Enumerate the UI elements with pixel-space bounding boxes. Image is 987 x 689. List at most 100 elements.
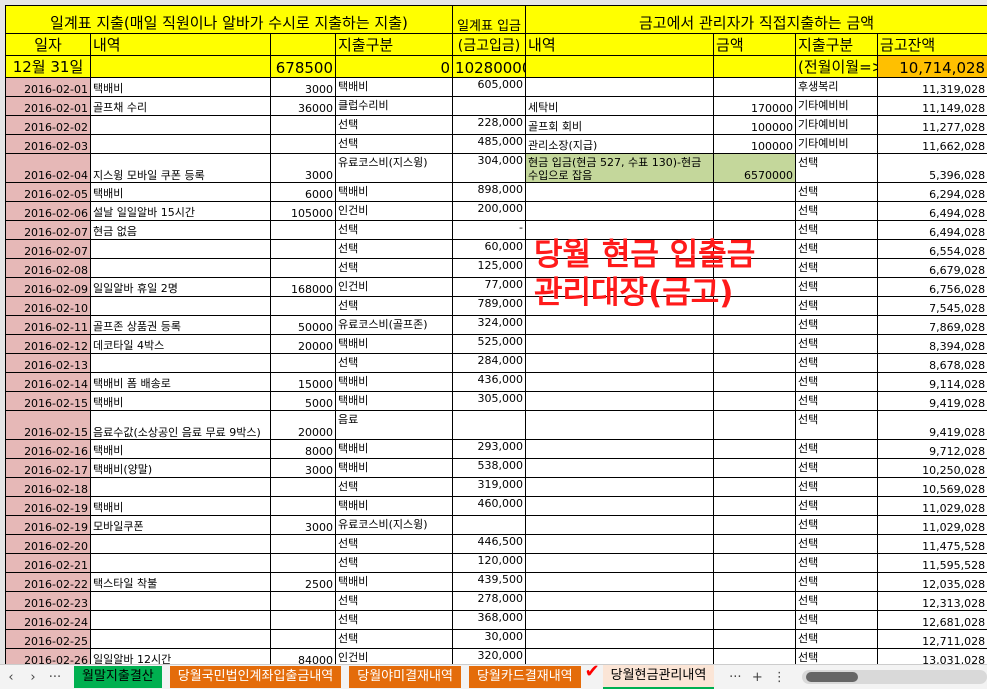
cell-category[interactable]: 클럽수리비 xyxy=(336,97,453,116)
cell-category[interactable]: 택배비 xyxy=(336,392,453,411)
col-amount[interactable] xyxy=(271,34,336,56)
cell-deposit[interactable]: 789,000 xyxy=(453,297,526,316)
summary-safe-amount[interactable] xyxy=(714,56,796,78)
cell-amount[interactable]: 3000 xyxy=(271,78,336,97)
cell-safe-category[interactable]: 선택 xyxy=(796,278,878,297)
cell-desc[interactable]: 지스윙 모바일 쿠폰 등록 xyxy=(91,154,271,183)
cell-balance[interactable]: 7,545,028 xyxy=(878,297,987,316)
cell-balance[interactable]: 12,035,028 xyxy=(878,573,987,592)
cell-safe-amount[interactable] xyxy=(714,459,796,478)
cell-amount[interactable]: 3000 xyxy=(271,459,336,478)
cell-balance[interactable]: 11,475,528 xyxy=(878,535,987,554)
cell-amount[interactable]: 15000 xyxy=(271,373,336,392)
cell-amount[interactable]: 168000 xyxy=(271,278,336,297)
cell-date[interactable]: 2016-02-09 xyxy=(6,278,91,297)
cell-deposit[interactable]: 77,000 xyxy=(453,278,526,297)
cell-desc[interactable] xyxy=(91,259,271,278)
cell-safe-category[interactable]: 기타예비비 xyxy=(796,135,878,154)
cell-date[interactable]: 2016-02-13 xyxy=(6,354,91,373)
col-balance[interactable]: 금고잔액 xyxy=(878,34,987,56)
cell-safe-category[interactable]: 선택 xyxy=(796,630,878,649)
cell-safe-amount[interactable] xyxy=(714,354,796,373)
cell-deposit[interactable]: 30,000 xyxy=(453,630,526,649)
cell-amount[interactable] xyxy=(271,240,336,259)
cell-safe-category[interactable]: 선택 xyxy=(796,497,878,516)
cell-category[interactable]: 선택 xyxy=(336,592,453,611)
cell-date[interactable]: 2016-02-15 xyxy=(6,411,91,440)
cell-desc[interactable]: 택배비 xyxy=(91,440,271,459)
cell-deposit[interactable]: 605,000 xyxy=(453,78,526,97)
sheet-tab-month-end[interactable]: 월말지출결산 xyxy=(74,666,162,688)
safe-expense-title[interactable]: 금고에서 관리자가 직접지출하는 금액 xyxy=(526,6,987,34)
cell-safe-category[interactable]: 선택 xyxy=(796,335,878,354)
cell-amount[interactable]: 105000 xyxy=(271,202,336,221)
cell-desc[interactable] xyxy=(91,135,271,154)
cell-safe-amount[interactable] xyxy=(714,183,796,202)
cell-category[interactable]: 선택 xyxy=(336,611,453,630)
cell-safe-category[interactable]: 선택 xyxy=(796,411,878,440)
more-sheets-left-button[interactable]: ··· xyxy=(44,670,66,685)
sheet-tab-cash-management[interactable]: ✔당월현금관리내역 xyxy=(603,665,715,689)
cell-category[interactable]: 택배비 xyxy=(336,78,453,97)
cell-desc[interactable]: 택배비 xyxy=(91,392,271,411)
cell-balance[interactable]: 11,662,028 xyxy=(878,135,987,154)
cell-safe-amount[interactable] xyxy=(714,516,796,535)
cell-category[interactable]: 선택 xyxy=(336,297,453,316)
col-safe-category[interactable]: 지출구분 xyxy=(796,34,878,56)
cell-safe-desc[interactable]: 관리소장(지급) xyxy=(526,135,714,154)
cell-balance[interactable]: 9,419,028 xyxy=(878,392,987,411)
cell-safe-category[interactable]: 선택 xyxy=(796,297,878,316)
cell-safe-category[interactable]: 선택 xyxy=(796,259,878,278)
cell-deposit[interactable]: 305,000 xyxy=(453,392,526,411)
cell-category[interactable]: 선택 xyxy=(336,554,453,573)
cell-deposit[interactable]: 439,500 xyxy=(453,573,526,592)
cell-safe-desc[interactable] xyxy=(526,440,714,459)
cell-amount[interactable] xyxy=(271,554,336,573)
cell-safe-category[interactable]: 선택 xyxy=(796,240,878,259)
cell-safe-amount[interactable] xyxy=(714,392,796,411)
cell-balance[interactable]: 6,294,028 xyxy=(878,183,987,202)
cell-category[interactable]: 음료 xyxy=(336,411,453,440)
cell-desc[interactable]: 데코타일 4박스 xyxy=(91,335,271,354)
cell-safe-desc[interactable]: 골프회 회비 xyxy=(526,116,714,135)
cell-safe-category[interactable]: 선택 xyxy=(796,592,878,611)
cell-safe-amount[interactable] xyxy=(714,573,796,592)
cell-safe-desc[interactable] xyxy=(526,183,714,202)
cell-date[interactable]: 2016-02-05 xyxy=(6,183,91,202)
cell-deposit[interactable]: 525,000 xyxy=(453,335,526,354)
cell-amount[interactable] xyxy=(271,221,336,240)
cell-date[interactable]: 2016-02-18 xyxy=(6,478,91,497)
cell-category[interactable]: 인건비 xyxy=(336,202,453,221)
cell-desc[interactable] xyxy=(91,630,271,649)
cell-balance[interactable]: 5,396,028 xyxy=(878,154,987,183)
cell-safe-category[interactable]: 선택 xyxy=(796,316,878,335)
cell-safe-amount[interactable] xyxy=(714,478,796,497)
cell-deposit[interactable]: 284,000 xyxy=(453,354,526,373)
cell-safe-desc[interactable]: 현금 입금(현금 527, 수표 130)-현금 수입으로 잡음 xyxy=(526,154,714,183)
cell-amount[interactable] xyxy=(271,478,336,497)
cell-deposit[interactable]: 324,000 xyxy=(453,316,526,335)
cell-desc[interactable] xyxy=(91,554,271,573)
cell-date[interactable]: 2016-02-10 xyxy=(6,297,91,316)
cell-deposit[interactable]: 120,000 xyxy=(453,554,526,573)
cell-safe-category[interactable]: 선택 xyxy=(796,202,878,221)
cell-category[interactable]: 유료코스비(지스윙) xyxy=(336,154,453,183)
cell-date[interactable]: 2016-02-01 xyxy=(6,97,91,116)
cell-safe-category[interactable]: 선택 xyxy=(796,535,878,554)
cell-deposit[interactable]: 293,000 xyxy=(453,440,526,459)
cell-amount[interactable] xyxy=(271,116,336,135)
cell-amount[interactable] xyxy=(271,297,336,316)
col-safe-desc[interactable]: 내역 xyxy=(526,34,714,56)
cell-deposit[interactable]: 278,000 xyxy=(453,592,526,611)
cell-date[interactable]: 2016-02-21 xyxy=(6,554,91,573)
cell-desc[interactable]: 택배비 xyxy=(91,183,271,202)
cell-safe-category[interactable]: 선택 xyxy=(796,440,878,459)
cell-safe-desc[interactable] xyxy=(526,373,714,392)
cell-balance[interactable]: 12,313,028 xyxy=(878,592,987,611)
cell-date[interactable]: 2016-02-19 xyxy=(6,497,91,516)
cell-date[interactable]: 2016-02-07 xyxy=(6,221,91,240)
cell-deposit[interactable]: 125,000 xyxy=(453,259,526,278)
cell-safe-category[interactable]: 선택 xyxy=(796,611,878,630)
cell-balance[interactable]: 12,681,028 xyxy=(878,611,987,630)
cell-amount[interactable] xyxy=(271,497,336,516)
